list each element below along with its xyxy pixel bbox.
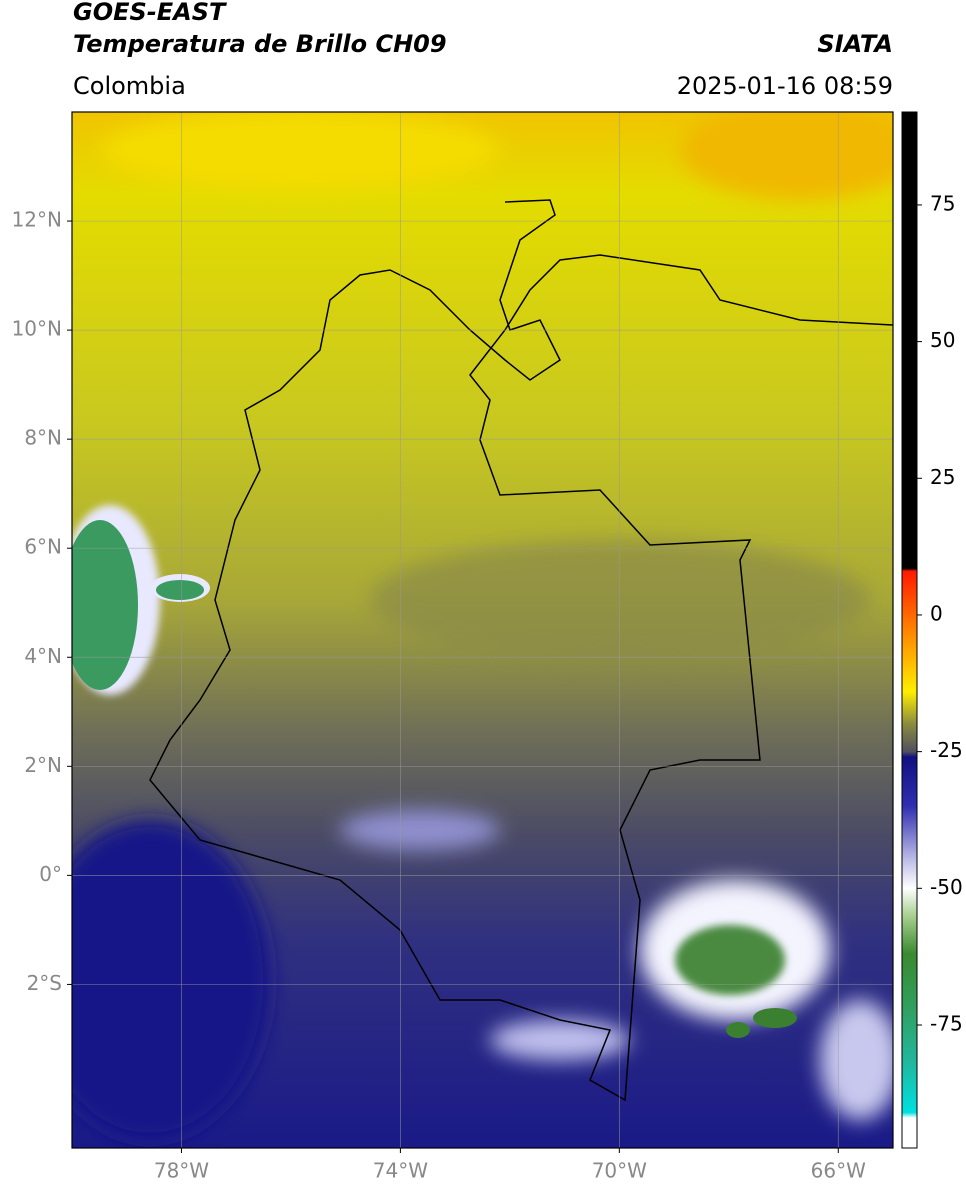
title: GOES-EAST (73, 0, 227, 26)
colorbar-label: 50 (930, 328, 955, 352)
graticule (72, 112, 893, 1148)
y-tick-label: 6°N (24, 535, 62, 559)
region: Colombia (73, 72, 186, 100)
y-tick-label: 0° (39, 862, 62, 886)
colorbar-label: -50 (930, 875, 963, 899)
colorbar-label: -75 (930, 1011, 963, 1035)
colorbar-label: 0 (930, 601, 943, 625)
colorbar-label: 25 (930, 465, 955, 489)
source: SIATA (817, 30, 893, 58)
x-tick-label: 78°W (154, 1159, 209, 1183)
colorbar-label: 75 (930, 191, 955, 215)
colorbar-label: -25 (930, 738, 963, 762)
satellite-image (72, 112, 893, 1148)
map-frame (71, 111, 894, 1149)
x-tick-label: 74°W (373, 1159, 428, 1183)
y-tick-label: 2°N (24, 753, 62, 777)
y-tick-label: 10°N (12, 317, 62, 341)
x-tick-label: 70°W (592, 1159, 647, 1183)
colorbar (901, 111, 918, 1149)
y-tick-label: 8°N (24, 426, 62, 450)
y-tick-label: 4°N (24, 644, 62, 668)
y-tick-label: 2°S (27, 971, 62, 995)
datetime: 2025-01-16 08:59 (677, 72, 893, 100)
x-tick-label: 66°W (811, 1159, 866, 1183)
subtitle: Temperatura de Brillo CH09 (73, 30, 447, 58)
y-tick-label: 12°N (12, 208, 62, 232)
